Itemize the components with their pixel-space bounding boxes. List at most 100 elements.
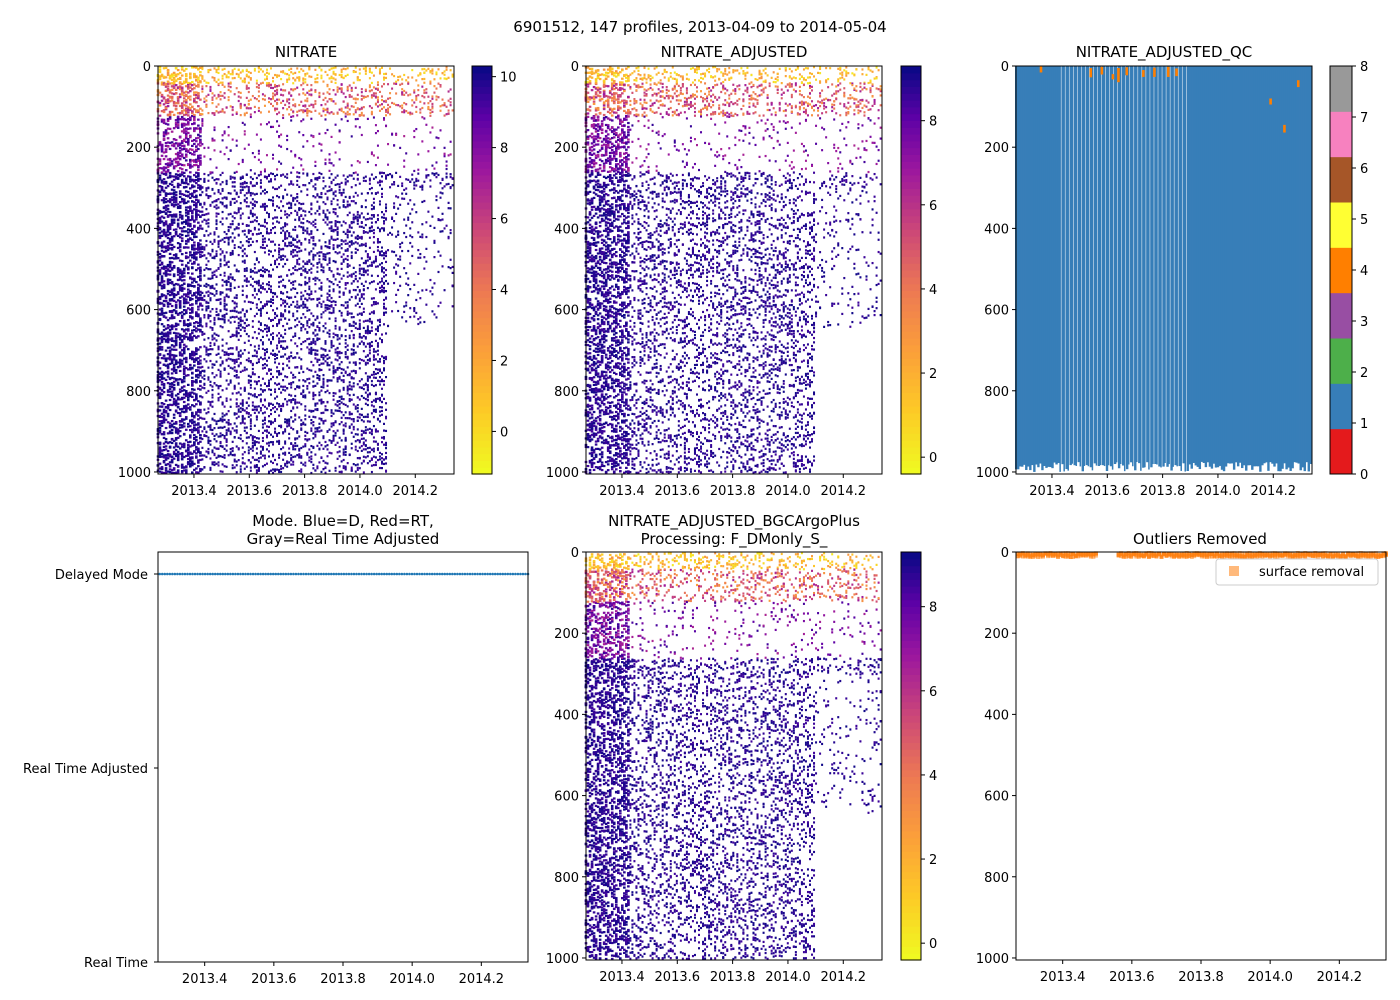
heatmap-cell [177, 406, 180, 408]
heatmap-cell [181, 87, 184, 89]
heatmap-cell [163, 305, 166, 307]
heatmap-cell [175, 197, 178, 199]
heatmap-cell [159, 298, 162, 300]
heatmap-cell [171, 432, 174, 434]
heatmap-cell [161, 100, 164, 102]
heatmap-cell [181, 168, 184, 170]
heatmap-cell [177, 471, 180, 473]
heatmap-cell [173, 387, 176, 389]
heatmap-cell [173, 186, 176, 188]
heatmap-cell [173, 219, 176, 221]
heatmap-cell [173, 417, 176, 419]
heatmap-cell [163, 119, 166, 121]
heatmap-cell [175, 194, 178, 196]
heatmap-cell [163, 255, 166, 257]
heatmap-cell [183, 275, 186, 277]
heatmap-cell [179, 344, 182, 346]
heatmap-cell [159, 71, 162, 73]
heatmap-cell [169, 158, 172, 160]
heatmap-cell [183, 444, 186, 446]
heatmap-cell [183, 270, 186, 272]
heatmap-cell [173, 468, 176, 470]
heatmap-cell [179, 205, 182, 207]
heatmap-cell [183, 306, 186, 308]
heatmap-cell [167, 305, 170, 307]
heatmap-cell [159, 463, 162, 465]
heatmap-cell [175, 340, 178, 342]
heatmap-cell [181, 360, 184, 362]
heatmap-cell [169, 116, 172, 118]
heatmap-cell [161, 275, 164, 277]
heatmap-cell [183, 425, 186, 427]
heatmap-cell [159, 115, 162, 117]
heatmap-cell [177, 393, 180, 395]
heatmap-cell [181, 179, 184, 181]
heatmap-cell [163, 111, 166, 113]
heatmap-cell [179, 196, 182, 198]
heatmap-cell [167, 81, 170, 83]
heatmap-cell [161, 406, 164, 408]
heatmap-cell [165, 130, 168, 132]
heatmap-cell [173, 289, 176, 291]
heatmap-cell [167, 72, 170, 74]
heatmap-cell [179, 77, 182, 79]
heatmap-cell [169, 201, 172, 203]
heatmap-cell [169, 211, 172, 213]
heatmap-cell [175, 216, 178, 218]
heatmap-cell [165, 350, 168, 352]
heatmap-cell [173, 87, 176, 89]
heatmap-cell [173, 458, 176, 460]
heatmap-cell [171, 456, 174, 458]
heatmap-cell [163, 403, 166, 405]
heatmap-cell [175, 201, 178, 203]
heatmap-cell [171, 224, 174, 226]
heatmap-cell [177, 457, 180, 459]
heatmap-cell [163, 414, 166, 416]
heatmap-cell [163, 286, 166, 288]
heatmap-cell [173, 273, 176, 275]
heatmap-cell [175, 199, 178, 201]
heatmap-cell [169, 148, 172, 150]
heatmap-cell [181, 316, 184, 318]
heatmap-cell [183, 422, 186, 424]
heatmap-cell [165, 379, 168, 381]
heatmap-cell [167, 123, 170, 125]
heatmap-cell [167, 335, 170, 337]
heatmap-cell [181, 240, 184, 242]
heatmap-cell [179, 184, 182, 186]
heatmap-cell [165, 427, 168, 429]
heatmap-cell [163, 431, 166, 433]
heatmap-cell [159, 273, 162, 275]
heatmap-cell [177, 170, 180, 172]
heatmap-cell [175, 421, 178, 423]
heatmap-cell [179, 72, 182, 74]
heatmap-cell [159, 194, 162, 196]
heatmap-cell [179, 96, 182, 98]
heatmap-cell [175, 139, 178, 141]
heatmap-cell [173, 145, 176, 147]
heatmap-cell [165, 300, 168, 302]
heatmap-cell [179, 301, 182, 303]
heatmap-cell [159, 446, 162, 448]
heatmap-cell [173, 384, 176, 386]
heatmap-cell [159, 218, 162, 220]
heatmap-cell [167, 413, 170, 415]
heatmap-cell [165, 445, 168, 447]
heatmap-cell [175, 442, 178, 444]
heatmap-cell [167, 373, 170, 375]
heatmap-cell [177, 219, 180, 221]
heatmap-cell [181, 216, 184, 218]
heatmap-cell [159, 227, 162, 229]
heatmap-cell [175, 213, 178, 215]
heatmap-cell [169, 464, 172, 466]
heatmap-cell [167, 415, 170, 417]
heatmap-cell [181, 253, 184, 255]
heatmap-cell [171, 96, 174, 98]
figure-suptitle: 6901512, 147 profiles, 2013-04-09 to 201… [513, 18, 886, 36]
heatmap-cell [165, 107, 168, 109]
heatmap-cell [159, 318, 162, 320]
heatmap-cell [183, 338, 186, 340]
heatmap-cell [177, 384, 180, 386]
heatmap-cell [171, 420, 174, 422]
heatmap-cell [165, 155, 168, 157]
